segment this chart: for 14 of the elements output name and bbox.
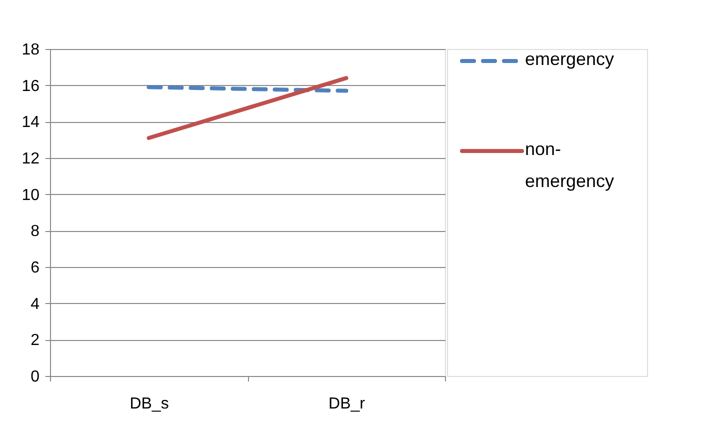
y-tick-label: 8: [30, 223, 40, 240]
y-tick-label: 12: [22, 150, 40, 168]
y-tick-label: 16: [22, 78, 40, 95]
legend-label: emergency: [525, 49, 614, 69]
x-tick-label: DB_s: [130, 396, 169, 412]
y-tick-label: 6: [30, 260, 40, 276]
y-tick-label: 2: [30, 332, 40, 350]
y-tick-label: 10: [22, 186, 40, 204]
y-tick-label: 18: [22, 42, 40, 58]
y-tick-label: 14: [22, 114, 40, 132]
x-tick-label: DB_r: [328, 396, 366, 412]
y-tick-label: 4: [30, 296, 40, 313]
legend-label: non-emergency: [525, 139, 614, 191]
y-tick-label: 0: [30, 368, 40, 386]
